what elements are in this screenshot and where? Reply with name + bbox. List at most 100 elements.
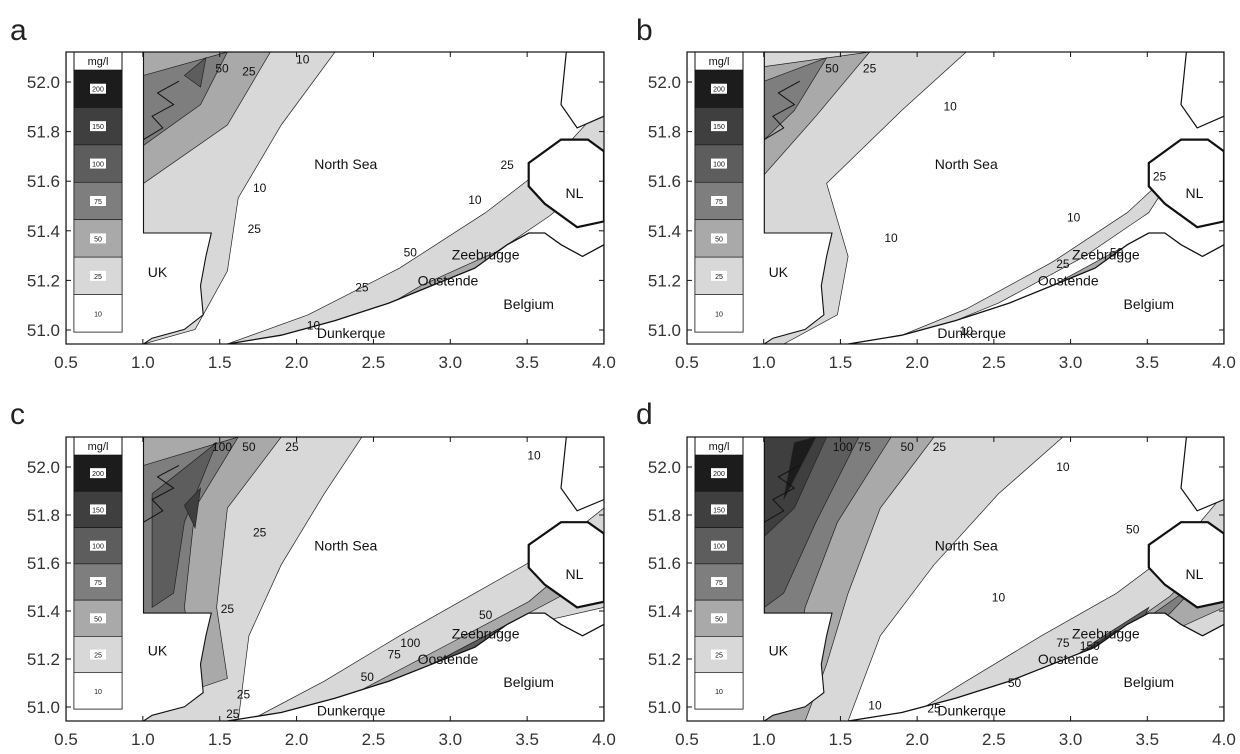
y-tick-label: 51.2 xyxy=(27,650,60,669)
legend-label-bg xyxy=(90,577,106,587)
legend-level-label: 100 xyxy=(713,162,725,169)
zeeland-land xyxy=(560,52,604,129)
place-label-zeebrugge: Zeebrugge xyxy=(1072,626,1140,642)
place-label-zeebrugge: Zeebrugge xyxy=(452,626,520,642)
x-tick-label: 3.0 xyxy=(1059,730,1083,749)
legend-level-label: 75 xyxy=(715,580,723,587)
legend-level-label: 10 xyxy=(94,311,102,318)
place-label-uk: UK xyxy=(769,264,789,280)
contour-label: 25 xyxy=(237,687,251,701)
x-tick-label: 1.5 xyxy=(208,353,232,372)
legend-level-label: 25 xyxy=(715,274,723,281)
contour-label: 10 xyxy=(943,99,957,113)
contour-label: 25 xyxy=(248,222,262,236)
place-label-nl: NL xyxy=(565,566,583,582)
contour-label: 50 xyxy=(1126,523,1140,537)
contour-label: 10 xyxy=(960,324,974,338)
y-tick-label: 51.8 xyxy=(648,506,681,525)
panel-letter: d xyxy=(636,398,653,431)
contour-label: 25 xyxy=(355,280,369,294)
contour-label: 50 xyxy=(900,440,914,454)
legend-label-bg xyxy=(711,649,727,660)
legend-level-label: 100 xyxy=(92,162,104,169)
contour-label: 50 xyxy=(404,245,418,259)
y-tick-label: 51.0 xyxy=(648,321,681,340)
legend-level-label: 75 xyxy=(715,199,723,206)
legend-label-bg xyxy=(711,83,727,94)
x-tick-label: 4.0 xyxy=(592,353,616,372)
map-area: 50 25 10 10 10 25 50 25 10 North Sea UK NL Belgium Ze… xyxy=(687,52,1224,344)
place-label-uk: UK xyxy=(769,643,789,659)
continent-land xyxy=(847,612,1224,721)
legend-label-bg xyxy=(90,83,106,94)
place-label-north-sea: North Sea xyxy=(314,156,377,172)
x-tick-label: 4.0 xyxy=(1212,730,1236,749)
place-label-dunkerque: Dunkerque xyxy=(317,702,386,718)
legend-level-label: 100 xyxy=(713,544,725,551)
contour-label: 10 xyxy=(253,181,267,195)
nl-island xyxy=(1147,138,1224,229)
contour-label: 25 xyxy=(927,701,941,715)
y-tick-label: 51.4 xyxy=(27,602,60,621)
contour-label: 100 xyxy=(400,636,420,650)
x-tick-label: 2.5 xyxy=(982,353,1006,372)
nl-island xyxy=(527,138,604,229)
x-tick-label: 1.0 xyxy=(131,353,155,372)
place-label-oostende: Oostende xyxy=(1038,273,1099,289)
place-label-uk: UK xyxy=(148,643,168,659)
legend-label-bg xyxy=(90,685,106,696)
legend-label-bg xyxy=(711,121,727,132)
legend-label-bg xyxy=(711,308,727,319)
contour-label: 10 xyxy=(992,591,1006,605)
legend-unit-label: mg/l xyxy=(709,56,730,68)
y-tick-label: 51.8 xyxy=(648,123,681,142)
y-tick-label: 51.0 xyxy=(27,321,60,340)
continent-land xyxy=(227,612,604,721)
legend-unit-label: mg/l xyxy=(709,441,730,453)
contour-label: 50 xyxy=(215,61,229,75)
nl-island xyxy=(1147,521,1224,609)
legend-level-label: 150 xyxy=(92,507,104,514)
panel-letter: a xyxy=(10,14,27,47)
zeeland-land xyxy=(560,437,604,512)
x-tick-label: 0.5 xyxy=(675,730,699,749)
contour-label: 25 xyxy=(863,61,877,75)
place-label-belgium: Belgium xyxy=(503,674,554,690)
contour-label: 50 xyxy=(825,61,839,75)
legend-label-bg xyxy=(90,270,106,281)
concentration-legend: mg/l 200 150 100 75 50 25 10 xyxy=(694,51,744,333)
x-tick-label: 0.5 xyxy=(54,730,78,749)
y-tick-label: 51.6 xyxy=(27,172,60,191)
legend-label-bg xyxy=(711,685,727,696)
legend-level-label: 50 xyxy=(715,236,723,243)
y-tick-label: 51.4 xyxy=(27,222,60,241)
y-tick-label: 51.2 xyxy=(648,650,681,669)
contour-label: 10 xyxy=(527,449,541,463)
contour-label: 10 xyxy=(868,699,882,713)
place-label-dunkerque: Dunkerque xyxy=(317,325,386,341)
panel-b: 50 25 10 10 10 25 50 25 10 North Sea UK NL Belgium Ze… xyxy=(636,14,1236,372)
y-tick-label: 51.6 xyxy=(648,172,681,191)
legend-level-label: 200 xyxy=(713,87,725,94)
y-tick-label: 52.0 xyxy=(648,73,681,92)
x-tick-label: 2.5 xyxy=(362,730,386,749)
legend-level-label: 200 xyxy=(92,87,104,94)
legend-label-bg xyxy=(711,613,727,624)
legend-label-bg xyxy=(90,540,106,551)
concentration-legend: mg/l 200 150 100 75 50 25 10 xyxy=(73,51,123,333)
legend-label-bg xyxy=(90,121,106,132)
x-tick-label: 3.5 xyxy=(515,353,539,372)
panel-frame xyxy=(65,436,605,722)
nl-island xyxy=(527,521,604,609)
place-label-belgium: Belgium xyxy=(1124,674,1175,690)
x-tick-label: 3.5 xyxy=(515,730,539,749)
contour-label: 25 xyxy=(221,602,235,616)
place-label-zeebrugge: Zeebrugge xyxy=(452,246,520,262)
legend-label-bg xyxy=(90,504,106,515)
concentration-legend: mg/l 200 150 100 75 50 25 10 xyxy=(73,436,123,710)
legend-level-label: 75 xyxy=(94,199,102,206)
concentration-band xyxy=(183,487,201,530)
legend-label-bg xyxy=(711,233,727,244)
